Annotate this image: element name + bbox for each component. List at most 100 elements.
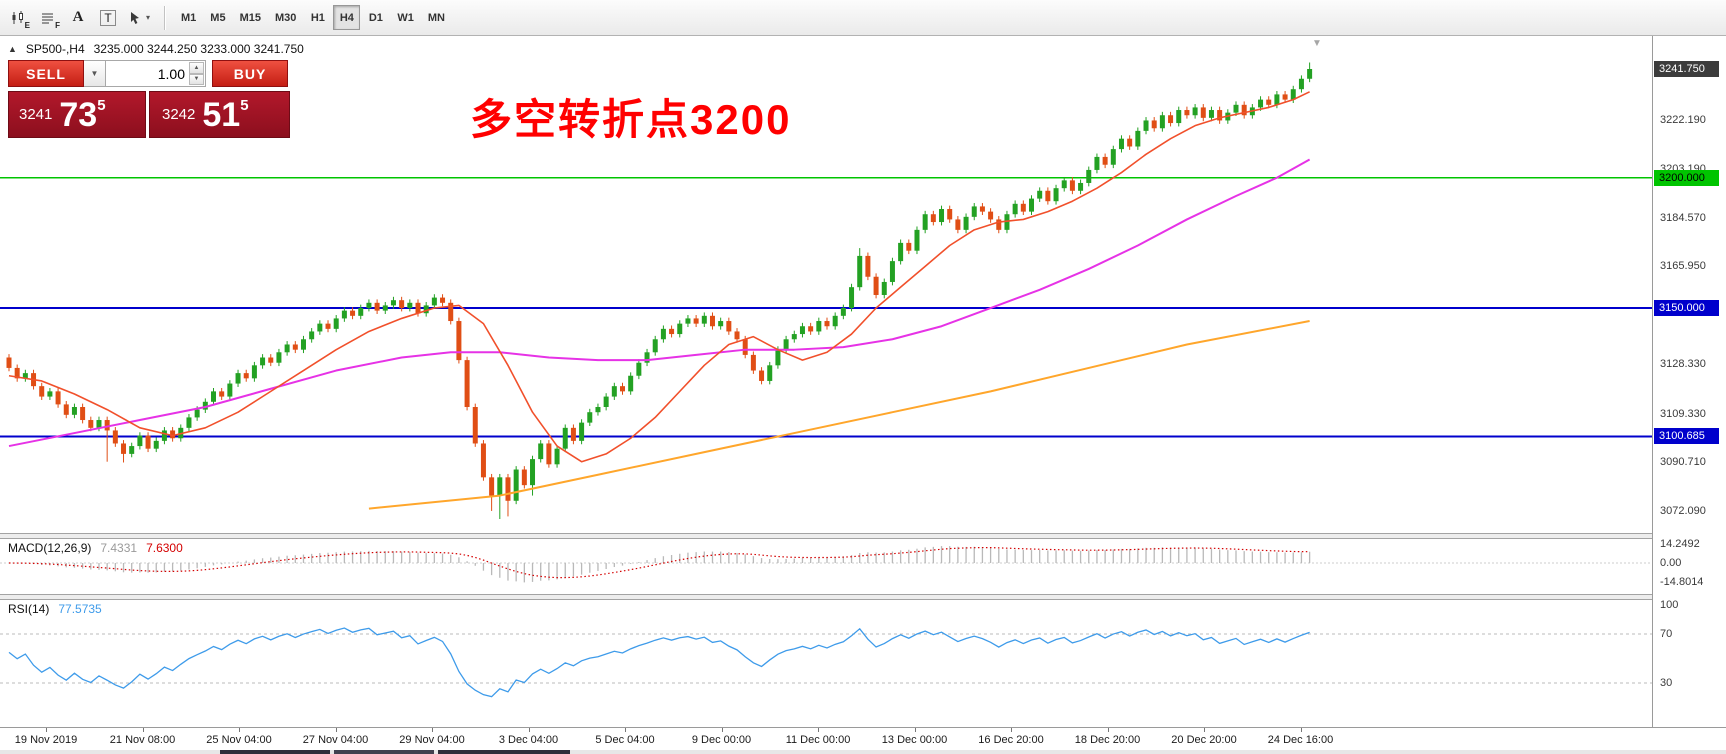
time-tick: [239, 728, 240, 732]
timeframe-m30[interactable]: M30: [269, 5, 302, 30]
spin-up-icon: ▲: [193, 64, 200, 71]
symbol-label: SP500-,H4: [25, 42, 85, 56]
price-scale-label: 3090.710: [1660, 456, 1706, 469]
arrows-tool-button[interactable]: ▾: [124, 5, 154, 31]
sell-button[interactable]: SELL: [8, 60, 84, 87]
time-axis-label: 16 Dec 20:00: [978, 734, 1044, 746]
chart-ohlc-header: ▲ SP500-,H4 3235.000 3244.250 3233.000 3…: [8, 42, 304, 56]
rsi-panel-splitter[interactable]: [0, 594, 1726, 600]
time-axis-label: 20 Dec 20:00: [1171, 734, 1237, 746]
volume-spinner: ▲ ▼: [189, 62, 204, 85]
ask-big-figure: 3242: [162, 106, 196, 123]
volume-input[interactable]: [106, 61, 205, 86]
scroll-end-marker-icon[interactable]: ▼: [1312, 38, 1322, 49]
macd-indicator-header: MACD(12,26,9) 7.4331 7.6300: [8, 541, 183, 555]
price-scale[interactable]: 3222.1903203.1903184.5703165.9503128.330…: [1652, 36, 1726, 754]
order-row: SELL ▼ ▲ ▼ BUY: [8, 60, 290, 87]
time-tick: [1300, 728, 1302, 732]
bid-big-figure: 3241: [19, 106, 53, 123]
timeframe-d1[interactable]: D1: [362, 5, 389, 30]
candlestick-icon: [12, 10, 23, 24]
chart-text-annotation[interactable]: 多空转折点3200: [470, 96, 792, 143]
bid-pips: 73: [59, 95, 98, 134]
volume-dropdown-button[interactable]: ▼: [84, 60, 106, 87]
time-tick: [1107, 728, 1109, 732]
time-tick: [721, 728, 723, 732]
text-label-tool-button[interactable]: T: [94, 5, 122, 31]
time-axis[interactable]: 19 Nov 2019 21 Nov 08:00 25 Nov 04:00 27 No…: [0, 727, 1726, 750]
screen-edge-artifact: [438, 750, 570, 754]
macd-chart[interactable]: [0, 539, 1652, 594]
cursor-arrow-icon: [131, 11, 139, 24]
time-axis-label: 25 Nov 04:00: [206, 734, 272, 746]
ohlc-values: 3235.000 3244.250 3233.000 3241.750: [93, 42, 304, 56]
level-price-tag: 3100.685: [1654, 428, 1719, 445]
rsi-value: 77.5735: [58, 602, 102, 616]
current-price-tag: 3241.750: [1654, 61, 1719, 77]
price-scale-label: 30: [1660, 677, 1673, 689]
time-tick: [46, 728, 47, 732]
price-scale-label: 3072.090: [1660, 504, 1706, 517]
grid-lines-icon: [42, 13, 53, 23]
volume-increase-button[interactable]: ▲: [189, 62, 204, 74]
screen-edge-artifact: [0, 750, 1726, 754]
ask-pipette: 5: [240, 97, 249, 114]
volume-decrease-button[interactable]: ▼: [189, 73, 204, 85]
ma-slow-line: [368, 320, 1310, 510]
time-axis-label: 13 Dec 00:00: [881, 734, 948, 746]
chart-window: 3222.1903203.1903184.5703165.9503128.330…: [0, 36, 1726, 754]
tool-badge: F: [55, 20, 60, 30]
toolbar-separator: [164, 5, 166, 30]
time-axis-label: 9 Dec 00:00: [691, 734, 752, 746]
volume-field: ▲ ▼: [106, 60, 206, 87]
one-click-trading-panel: SELL ▼ ▲ ▼ BUY 3241 73 5: [8, 60, 290, 138]
drawing-tools-group: E F A T ▾: [4, 5, 154, 31]
rsi-chart[interactable]: [0, 600, 1652, 727]
price-scale-label: 3128.330: [1660, 358, 1706, 371]
label-tool-icon: T: [100, 9, 116, 26]
timeframe-w1[interactable]: W1: [391, 5, 420, 30]
level-price-tag: 3150.000: [1654, 300, 1719, 316]
macd-title: MACD(12,26,9): [8, 541, 92, 555]
macd-panel-splitter[interactable]: [0, 533, 1726, 539]
price-scale-label: 100: [1660, 599, 1679, 611]
price-scale-label: 70: [1660, 628, 1673, 640]
buy-button[interactable]: BUY: [212, 60, 288, 87]
timeframe-mn[interactable]: MN: [422, 5, 451, 30]
price-scale-label: 3222.190: [1660, 113, 1706, 126]
ask-quote[interactable]: 3242 51 5: [149, 91, 290, 138]
timeframe-m5[interactable]: M5: [204, 5, 231, 30]
price-scale-label: 3184.570: [1660, 211, 1706, 224]
quote-row: 3241 73 5 3242 51 5: [8, 91, 290, 138]
price-scale-label: 3109.330: [1660, 407, 1706, 420]
bid-pipette: 5: [97, 97, 106, 114]
time-axis-label: 11 Dec 00:00: [785, 734, 851, 746]
candlestick-pattern-tool-button[interactable]: E: [4, 5, 32, 31]
timeframe-group: M1 M5 M15 M30 H1 H4 D1 W1 MN: [175, 5, 451, 30]
time-axis-label: 19 Nov 2019: [14, 734, 78, 746]
rsi-indicator-header: RSI(14) 77.5735: [8, 602, 102, 616]
time-tick: [1011, 728, 1012, 732]
time-tick: [432, 728, 433, 732]
time-axis-label: 21 Nov 08:00: [109, 734, 176, 746]
bid-quote[interactable]: 3241 73 5: [8, 91, 146, 138]
rsi-title: RSI(14): [8, 602, 50, 616]
time-tick: [528, 728, 530, 732]
ma-fast-line: [8, 91, 1310, 463]
time-axis-label: 29 Nov 04:00: [399, 734, 465, 746]
candles: [6, 62, 1313, 520]
price-chart[interactable]: [0, 36, 1652, 533]
timeframe-m1[interactable]: M1: [175, 5, 202, 30]
time-axis-label: 5 Dec 04:00: [595, 734, 655, 746]
collapse-arrow-icon[interactable]: ▲: [8, 44, 17, 54]
timeframe-h1[interactable]: H1: [304, 5, 331, 30]
grid-lines-tool-button[interactable]: F: [34, 5, 62, 31]
text-tool-button[interactable]: A: [64, 5, 92, 31]
text-tool-icon: A: [72, 9, 84, 25]
macd-signal-value: 7.6300: [146, 541, 183, 555]
timeframe-h4[interactable]: H4: [333, 5, 361, 30]
screen-edge-artifact: [220, 750, 330, 754]
timeframe-m15[interactable]: M15: [234, 5, 267, 30]
time-tick: [818, 728, 819, 732]
